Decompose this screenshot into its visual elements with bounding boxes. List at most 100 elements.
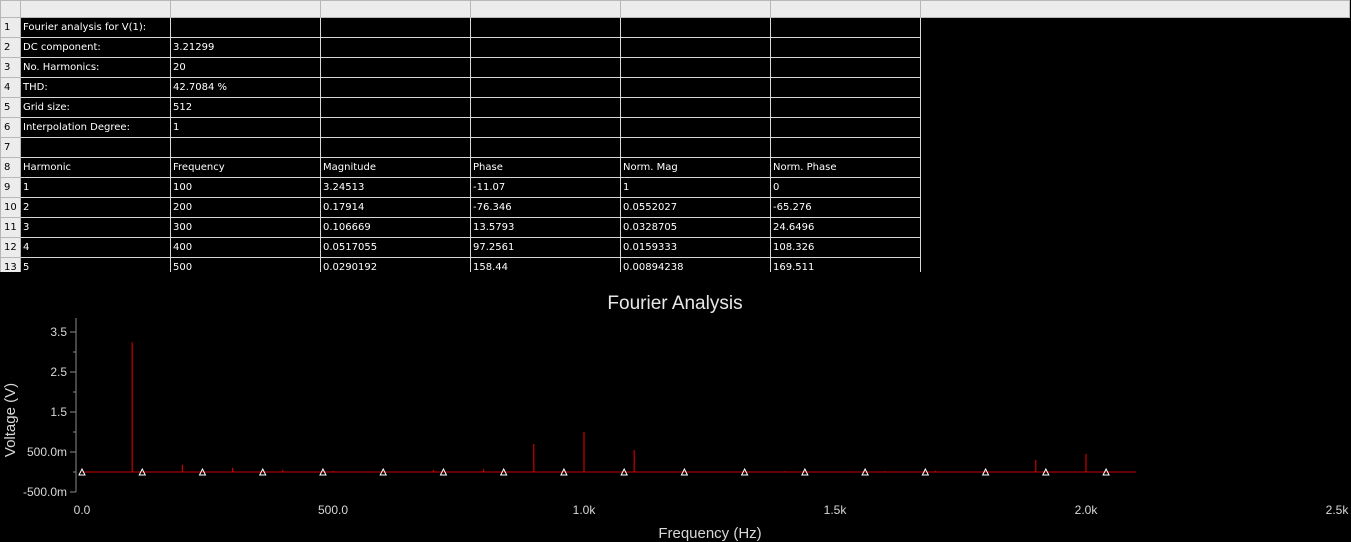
table-cell[interactable]: [770, 77, 921, 98]
table-cell[interactable]: [770, 97, 921, 118]
table-cell[interactable]: [770, 117, 921, 138]
table-cell[interactable]: 20: [170, 57, 321, 78]
row-header[interactable]: 7: [0, 137, 21, 158]
table-cell[interactable]: [320, 57, 471, 78]
table-cell[interactable]: 1: [170, 117, 321, 138]
table-cell[interactable]: 0.106669: [320, 217, 471, 238]
table-cell[interactable]: 0.0159333: [620, 237, 771, 258]
table-cell[interactable]: [620, 37, 771, 58]
table-cell[interactable]: 3.21299: [170, 37, 321, 58]
row-header[interactable]: 1: [0, 17, 21, 38]
table-cell[interactable]: 24.6496: [770, 217, 921, 238]
table-cell[interactable]: [620, 57, 771, 78]
table-cell[interactable]: [770, 137, 921, 158]
table-cell[interactable]: [770, 37, 921, 58]
table-cell[interactable]: 169.511: [770, 257, 921, 272]
table-cell[interactable]: 400: [170, 237, 321, 258]
table-cell[interactable]: [320, 77, 471, 98]
table-cell[interactable]: [470, 117, 621, 138]
column-header[interactable]: [20, 0, 171, 18]
row-header[interactable]: 5: [0, 97, 21, 118]
table-cell[interactable]: 108.326: [770, 237, 921, 258]
table-cell[interactable]: 158.44: [470, 257, 621, 272]
table-cell[interactable]: Grid size:: [20, 97, 171, 118]
row-header[interactable]: 8: [0, 157, 21, 178]
table-cell[interactable]: Harmonic: [20, 157, 171, 178]
table-cell[interactable]: Phase: [470, 157, 621, 178]
table-cell[interactable]: [620, 97, 771, 118]
table-cell[interactable]: [170, 137, 321, 158]
table-cell[interactable]: DC component:: [20, 37, 171, 58]
table-cell[interactable]: 4: [20, 237, 171, 258]
row-header[interactable]: 12: [0, 237, 21, 258]
column-header[interactable]: [320, 0, 471, 18]
table-cell[interactable]: 200: [170, 197, 321, 218]
table-cell[interactable]: 0.0290192: [320, 257, 471, 272]
table-cell[interactable]: [470, 97, 621, 118]
table-cell[interactable]: Magnitude: [320, 157, 471, 178]
table-cell[interactable]: [320, 117, 471, 138]
table-cell[interactable]: No. Harmonics:: [20, 57, 171, 78]
table-cell[interactable]: 300: [170, 217, 321, 238]
table-cell[interactable]: 0.0328705: [620, 217, 771, 238]
table-cell[interactable]: [620, 117, 771, 138]
table-cell[interactable]: 3.24513: [320, 177, 471, 198]
table-cell[interactable]: 5: [20, 257, 171, 272]
table-cell[interactable]: [620, 77, 771, 98]
table-cell[interactable]: 1: [20, 177, 171, 198]
table-cell[interactable]: [470, 17, 621, 38]
table-cell[interactable]: [770, 17, 921, 38]
table-cell[interactable]: 42.7084 %: [170, 77, 321, 98]
row-header[interactable]: 13: [0, 257, 21, 272]
table-cell[interactable]: Fourier analysis for V(1):: [20, 17, 171, 38]
table-cell[interactable]: Norm. Mag: [620, 157, 771, 178]
column-header[interactable]: [920, 0, 1350, 18]
row-header[interactable]: 3: [0, 57, 21, 78]
table-cell[interactable]: [470, 77, 621, 98]
table-cell[interactable]: 0.00894238: [620, 257, 771, 272]
row-header[interactable]: 9: [0, 177, 21, 198]
table-cell[interactable]: Frequency: [170, 157, 321, 178]
table-cell[interactable]: [320, 37, 471, 58]
table-cell[interactable]: [470, 37, 621, 58]
table-cell[interactable]: [470, 137, 621, 158]
table-cell[interactable]: [620, 17, 771, 38]
column-header[interactable]: [470, 0, 621, 18]
table-cell[interactable]: -65.276: [770, 197, 921, 218]
row-header[interactable]: 10: [0, 197, 21, 218]
table-cell[interactable]: Norm. Phase: [770, 157, 921, 178]
column-header[interactable]: [620, 0, 771, 18]
table-cell[interactable]: [320, 17, 471, 38]
column-header[interactable]: [770, 0, 921, 18]
table-cell[interactable]: [470, 57, 621, 78]
table-cell[interactable]: 1: [620, 177, 771, 198]
table-cell[interactable]: 100: [170, 177, 321, 198]
table-cell[interactable]: [320, 97, 471, 118]
table-cell[interactable]: 500: [170, 257, 321, 272]
table-cell[interactable]: THD:: [20, 77, 171, 98]
table-cell[interactable]: 0.0517055: [320, 237, 471, 258]
fourier-results-grid[interactable]: 1 Fourier analysis for V(1): 2 DC component…: [0, 0, 1351, 272]
row-header[interactable]: 2: [0, 37, 21, 58]
table-cell[interactable]: [320, 137, 471, 158]
row-header[interactable]: 6: [0, 117, 21, 138]
table-cell[interactable]: 0: [770, 177, 921, 198]
column-header[interactable]: [170, 0, 321, 18]
table-cell[interactable]: -76.346: [470, 197, 621, 218]
table-cell[interactable]: 97.2561: [470, 237, 621, 258]
table-cell[interactable]: [620, 137, 771, 158]
select-all-corner[interactable]: [0, 0, 21, 18]
row-header[interactable]: 4: [0, 77, 21, 98]
table-cell[interactable]: [20, 137, 171, 158]
table-cell[interactable]: 512: [170, 97, 321, 118]
table-cell[interactable]: [770, 57, 921, 78]
table-cell[interactable]: 2: [20, 197, 171, 218]
table-cell[interactable]: [170, 17, 321, 38]
table-cell[interactable]: 0.0552027: [620, 197, 771, 218]
table-cell[interactable]: 0.17914: [320, 197, 471, 218]
table-cell[interactable]: Interpolation Degree:: [20, 117, 171, 138]
row-header[interactable]: 11: [0, 217, 21, 238]
table-cell[interactable]: 3: [20, 217, 171, 238]
table-cell[interactable]: -11.07: [470, 177, 621, 198]
table-cell[interactable]: 13.5793: [470, 217, 621, 238]
